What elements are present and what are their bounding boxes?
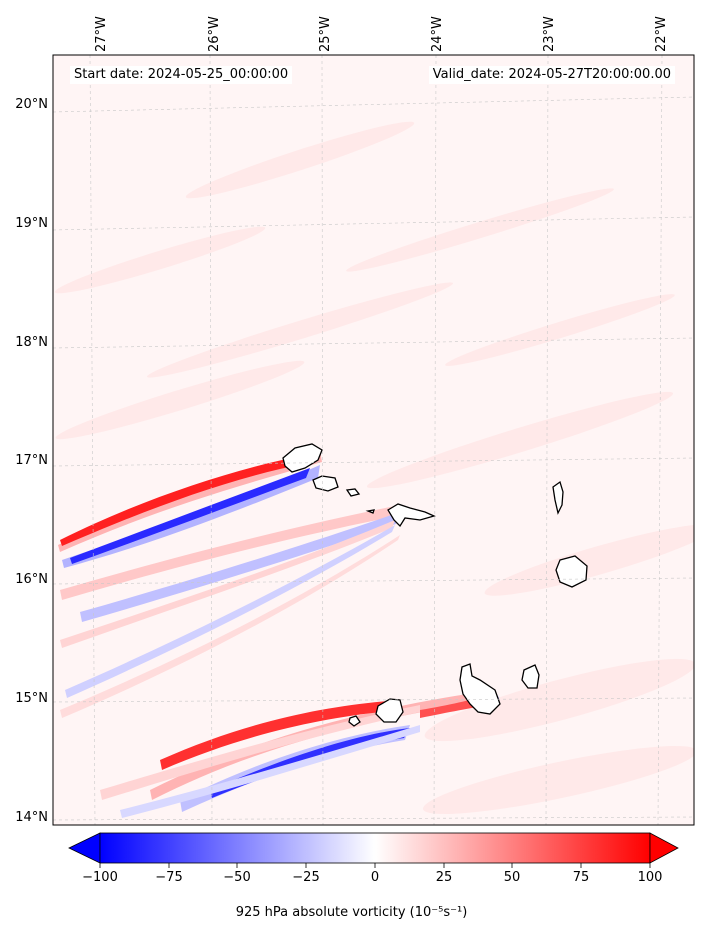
colorbar-extend-min [68,832,101,864]
colorbar-gradient [99,832,651,864]
island-coastlines [282,443,588,727]
colorbar-tick-label: −25 [292,870,320,885]
colorbar-tick-label: −75 [155,870,183,885]
lat-label-18n: 18°N [15,335,48,350]
colorbar [68,832,679,868]
island-fogo [375,698,404,723]
lon-label-26w: 26°W [207,16,222,52]
valid-date-label: Valid_date: 2024-05-27T20:00:00.00 [428,66,675,84]
lat-label-17n: 17°N [15,453,48,468]
colorbar-tick-label: 0 [370,870,380,885]
island-sal [552,480,564,515]
lat-label-20n: 20°N [15,97,48,112]
island-sao-nicolau [387,503,436,528]
start-date-label: Start date: 2024-05-25_00:00:00 [70,66,293,84]
island-santa-luzia [345,488,361,497]
map-frame [52,54,695,826]
island-santiago [459,663,501,715]
island-maio [521,664,540,689]
northern-vorticity-band [58,450,402,718]
island-brava [348,715,361,727]
colorbar-tick-label: −50 [223,870,251,885]
lon-label-24w: 24°W [430,16,445,52]
island-branco [365,509,375,514]
map-gridlines [53,55,694,825]
colorbar-tick-label: 100 [637,870,663,885]
island-santo-antao [282,443,323,473]
lat-label-19n: 19°N [15,216,48,231]
lon-label-25w: 25°W [318,16,333,52]
lon-label-22w: 22°W [654,16,669,52]
lat-label-16n: 16°N [15,572,48,587]
lat-label-15n: 15°N [15,691,48,706]
lon-label-23w: 23°W [542,16,557,52]
lon-label-27w: 27°W [94,16,109,52]
colorbar-extend-max [649,832,679,864]
lat-label-14n: 14°N [15,810,48,825]
colorbar-tick-label: 50 [503,870,521,885]
background-vorticity-streaks [54,121,694,815]
island-sao-vicente [312,475,339,492]
colorbar-label: 925 hPa absolute vorticity (10⁻⁵s⁻¹) [235,905,468,920]
colorbar-tick-label: 25 [435,870,453,885]
colorbar-tick-label: −100 [82,870,118,885]
colorbar-tick-label: 75 [572,870,590,885]
